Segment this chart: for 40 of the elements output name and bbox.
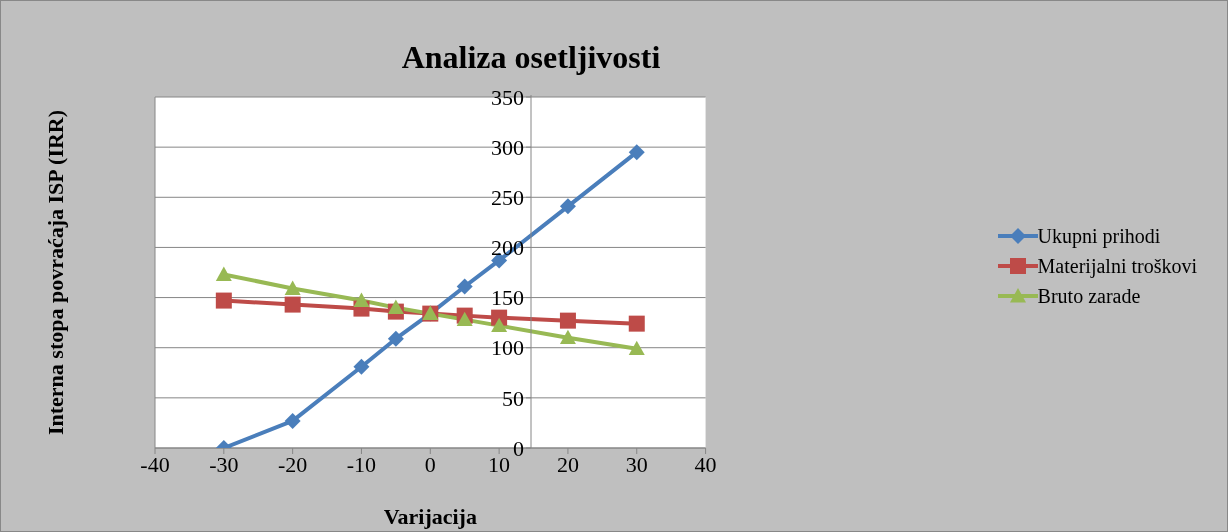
- x-axis-title: Varijacija: [383, 504, 477, 529]
- y-tick-label: 350: [491, 84, 524, 110]
- point: [628, 315, 645, 332]
- y-tick-label: 50: [502, 385, 524, 411]
- x-tick-label: -30: [209, 451, 239, 477]
- point: [559, 198, 576, 215]
- y-axis-title: Interna stopa povraćaja ISP (IRR): [42, 109, 68, 436]
- y-tick-label: 250: [491, 184, 524, 210]
- x-tick-label: 30: [625, 451, 648, 477]
- y-tick-label: 150: [491, 285, 524, 311]
- x-tick-label: 20: [556, 451, 579, 477]
- x-tick-label: 0: [424, 451, 436, 477]
- point: [491, 317, 508, 333]
- x-tick-label: -10: [346, 451, 377, 477]
- point: [215, 292, 232, 309]
- point: [559, 329, 576, 345]
- legend-label: Ukupni prihodi: [1037, 224, 1161, 248]
- point: [559, 312, 576, 329]
- x-tick-label: 10: [488, 451, 511, 477]
- legend-label: Materijalni troškovi: [1037, 254, 1197, 278]
- y-tick-label: 0: [513, 435, 524, 461]
- x-tick-label: -40: [140, 451, 170, 477]
- y-tick-label: 100: [491, 335, 524, 361]
- point: [284, 412, 301, 429]
- point: [353, 358, 370, 375]
- x-tick-label: 40: [694, 451, 717, 477]
- x-tick-label: -20: [277, 451, 308, 477]
- point: [284, 296, 301, 313]
- point: [387, 299, 404, 314]
- point: [353, 292, 370, 307]
- y-tick-label: 300: [491, 134, 524, 160]
- point: [628, 144, 645, 161]
- legend-label: Bruto zarade: [1037, 284, 1141, 308]
- chart-title: Analiza osetljivosti: [400, 39, 662, 76]
- point: [284, 280, 301, 295]
- point: [628, 340, 645, 356]
- point: [215, 266, 232, 281]
- point: [456, 311, 473, 327]
- point: [387, 330, 404, 347]
- point: [456, 278, 473, 295]
